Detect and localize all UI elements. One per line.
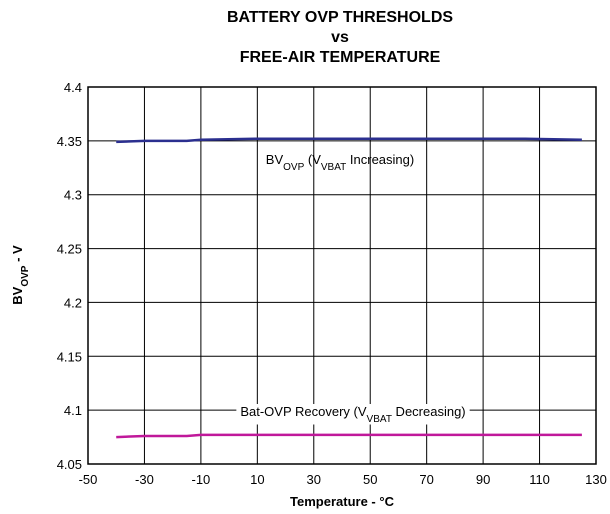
plot-border <box>87 86 597 465</box>
series-line <box>116 433 582 439</box>
x-tick-label: 30 <box>307 472 321 487</box>
chart-title: FREE-AIR TEMPERATURE <box>240 49 441 66</box>
x-tick-label: -10 <box>191 472 210 487</box>
chart-title: BATTERY OVP THRESHOLDS <box>227 9 453 26</box>
y-axis-title-part: OVP <box>20 265 31 286</box>
x-tick-label: 70 <box>419 472 433 487</box>
x-axis-title: Temperature - °C <box>290 494 395 509</box>
y-axis-title: BVOVP - V <box>10 245 31 305</box>
y-axis-title-part: - V <box>10 245 25 266</box>
annotation-part: (V <box>304 152 321 167</box>
annotation-part: VBAT <box>367 414 392 425</box>
annotation-part: VBAT <box>321 162 346 173</box>
x-tick-label: 50 <box>363 472 377 487</box>
annotation-background <box>236 404 470 425</box>
chart-title: vs <box>331 29 349 46</box>
annotation-part: BV <box>266 152 284 167</box>
x-tick-label: 90 <box>476 472 490 487</box>
y-tick-label: 4.05 <box>57 457 82 472</box>
y-tick-label: 4.1 <box>64 403 82 418</box>
y-tick-label: 4.3 <box>64 188 82 203</box>
annotation: BVOVP (VVBAT Increasing) <box>266 152 414 173</box>
x-tick-label: -30 <box>135 472 154 487</box>
y-tick-label: 4.25 <box>57 242 82 257</box>
annotation-part: Decreasing) <box>392 404 466 419</box>
y-tick-label: 4.35 <box>57 134 82 149</box>
x-tick-label: 130 <box>585 472 607 487</box>
annotation-part: Increasing) <box>346 152 414 167</box>
x-tick-label: 10 <box>250 472 264 487</box>
y-tick-label: 4.4 <box>64 80 82 95</box>
annotation-part: OVP <box>283 162 304 173</box>
y-tick-label: 4.2 <box>64 295 82 310</box>
annotation: Bat-OVP Recovery (VVBAT Decreasing) <box>240 404 465 425</box>
x-tick-label: 110 <box>529 472 550 487</box>
series-line <box>116 137 582 144</box>
y-tick-label: 4.15 <box>57 349 82 364</box>
y-axis-title-part: BV <box>10 286 25 304</box>
annotation-part: Bat-OVP Recovery (V <box>240 404 367 419</box>
x-tick-label: -50 <box>79 472 98 487</box>
